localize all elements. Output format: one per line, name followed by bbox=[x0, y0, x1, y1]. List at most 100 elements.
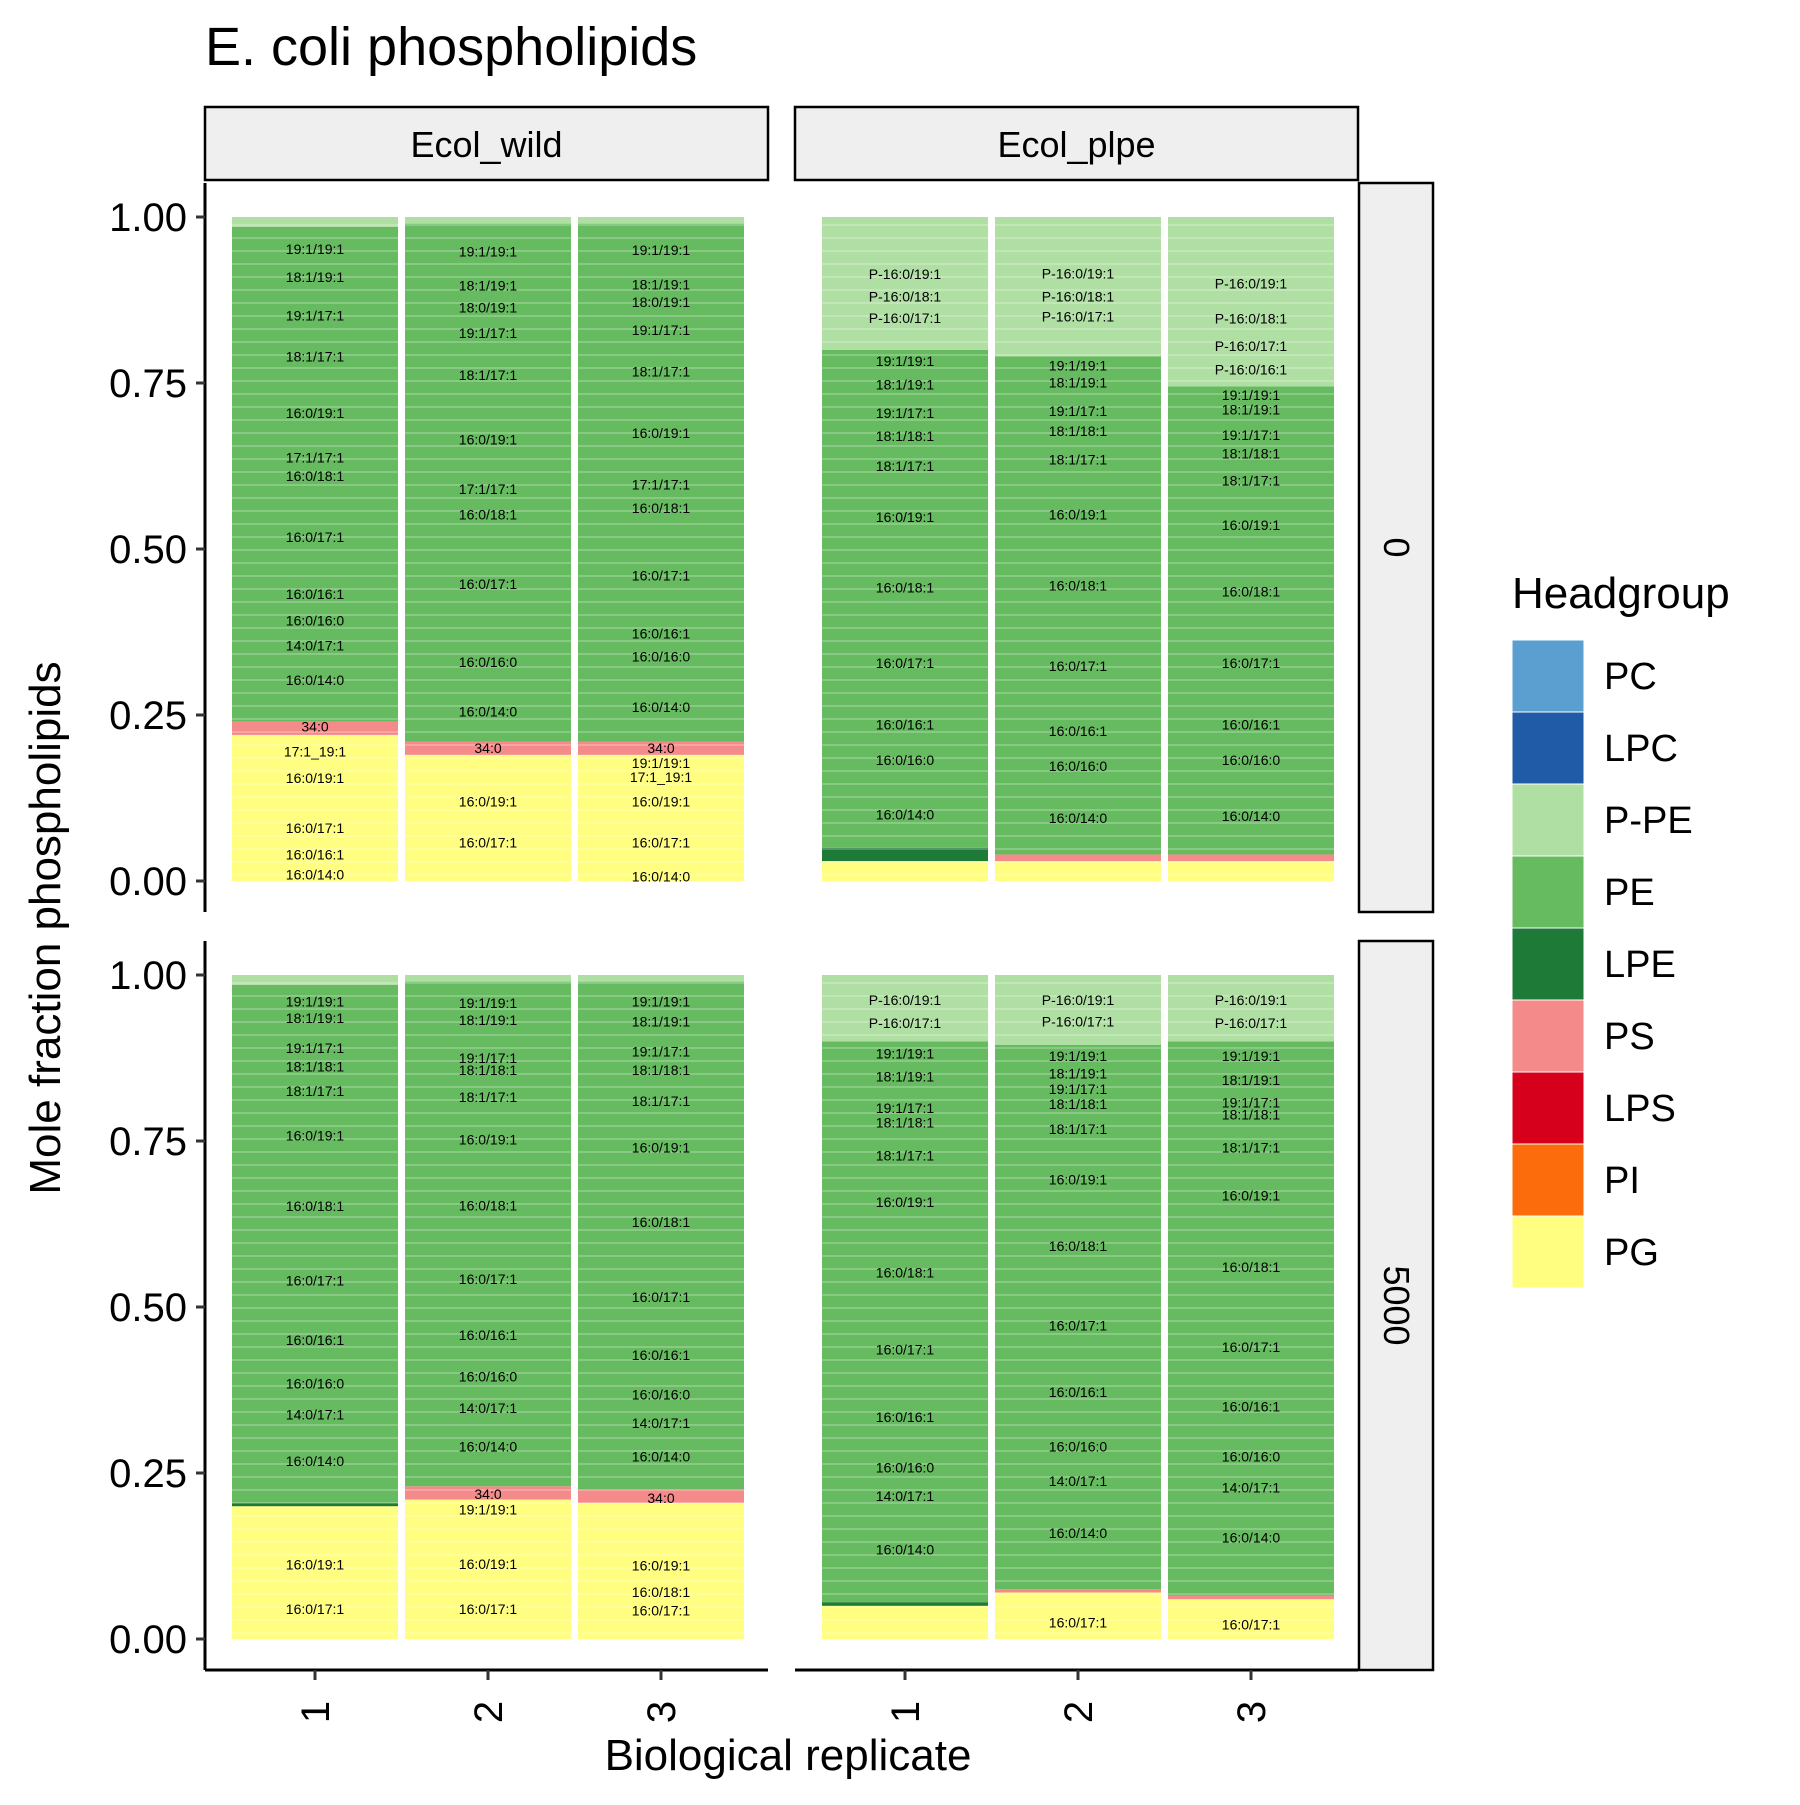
legend-label: LPE bbox=[1604, 944, 1676, 986]
bar-segment-PG bbox=[578, 1502, 744, 1639]
bar-data-label: 19:1/17:1 bbox=[459, 325, 518, 341]
facet-strip-Ecol_wild bbox=[203, 105, 770, 182]
bar-segment-PG bbox=[405, 754, 571, 881]
bar-segment-P-PE bbox=[405, 975, 571, 982]
bar-data-label: 16:0/19:1 bbox=[1049, 506, 1108, 522]
bar-data-label: 18:1/17:1 bbox=[286, 348, 345, 364]
bar-data-label: P-16:0/18:1 bbox=[1042, 289, 1115, 305]
bar-data-label: 16:0/19:1 bbox=[876, 1194, 935, 1210]
bar-data-label: 19:1/17:1 bbox=[1222, 427, 1281, 443]
bar-data-label: 16:0/16:1 bbox=[1049, 1384, 1108, 1400]
bar-data-label: P-16:0/17:1 bbox=[1042, 309, 1115, 325]
bar-data-label: 16:0/14:0 bbox=[459, 1438, 518, 1454]
x-tick-label: 3 bbox=[640, 1701, 684, 1723]
bar-segment-LPE bbox=[232, 1502, 398, 1507]
legend-label: LPC bbox=[1604, 728, 1678, 770]
bar-data-label: 16:0/16:1 bbox=[1222, 1399, 1281, 1415]
bar-segment-P-PE bbox=[578, 975, 744, 982]
bar-data-label: 18:1/19:1 bbox=[876, 376, 935, 392]
bar-data-label: 16:0/14:0 bbox=[1049, 1525, 1108, 1541]
bar-data-label: 14:0/17:1 bbox=[286, 637, 345, 653]
bar-data-label: 16:0/14:0 bbox=[459, 704, 518, 720]
bar-data-label: 19:1/17:1 bbox=[1049, 403, 1108, 419]
bar-data-label: P-16:0/18:1 bbox=[1215, 311, 1288, 327]
bar-data-label: 19:1/19:1 bbox=[632, 755, 691, 771]
bar-data-label: 16:0/14:0 bbox=[876, 1541, 935, 1557]
bar-segment-PS bbox=[578, 741, 744, 755]
legend-label: PC bbox=[1604, 656, 1657, 698]
bar-data-label: 16:0/17:1 bbox=[286, 1601, 345, 1617]
panel-Ecol_wild-5000: 16:0/17:1 16:0/19:1 16:0/14:0 14:0/17:1 16:0… bbox=[232, 975, 744, 1639]
bar-data-label: 17:1/17:1 bbox=[632, 477, 691, 493]
bar-segment-PS bbox=[578, 1489, 744, 1503]
bar-data-label: 16:0/18:1 bbox=[286, 1198, 345, 1214]
bar-data-label: 19:1/19:1 bbox=[1049, 358, 1108, 374]
y-tick-label: 0.25 bbox=[109, 1452, 187, 1496]
y-tick-label: 0.00 bbox=[109, 1618, 187, 1662]
facet-strip-label: Ecol_wild bbox=[410, 124, 562, 165]
bar-data-label: 16:0/16:0 bbox=[1222, 1448, 1281, 1464]
facet-row-strip-5000 bbox=[1357, 939, 1435, 1672]
bar-data-label: 16:0/19:1 bbox=[632, 1557, 691, 1573]
bar-data-label: P-16:0/19:1 bbox=[869, 266, 942, 282]
chart-title: E. coli phospholipids bbox=[205, 17, 697, 77]
bar-data-label: 16:0/19:1 bbox=[876, 509, 935, 525]
bar-data-label: 18:1/18:1 bbox=[459, 1062, 518, 1078]
bar-segment-PS bbox=[995, 1589, 1161, 1593]
y-tick-label: 0.50 bbox=[109, 1286, 187, 1330]
bar-segment-PE bbox=[822, 1041, 988, 1603]
bar-data-label: 14:0/17:1 bbox=[286, 1407, 345, 1423]
x-tick-label: 2 bbox=[467, 1701, 511, 1723]
bar-data-label: 16:0/17:1 bbox=[632, 1289, 691, 1305]
bar-segment-PE bbox=[578, 981, 744, 1490]
bar-data-label: 16:0/18:1 bbox=[632, 1584, 691, 1600]
bar-segment-PS bbox=[995, 854, 1161, 862]
bar-data-label: 16:0/19:1 bbox=[632, 425, 691, 441]
bar-data-label: 18:1/18:1 bbox=[876, 428, 935, 444]
bar-data-label: 19:1/17:1 bbox=[1222, 1094, 1281, 1110]
bar-data-label: 18:1/18:1 bbox=[632, 1062, 691, 1078]
bar-segment-PE bbox=[995, 1044, 1161, 1590]
bar-segment-PG bbox=[995, 861, 1161, 881]
bar-data-label: 16:0/17:1 bbox=[632, 1602, 691, 1618]
bar-data-label: 16:0/19:1 bbox=[632, 793, 691, 809]
y-axis-label: Mole fraction phospholipids bbox=[21, 661, 70, 1194]
facet-row-strip-0 bbox=[1357, 181, 1435, 914]
bar-data-label: 19:1/19:1 bbox=[459, 1502, 518, 1518]
x-tick-label: 2 bbox=[1057, 1701, 1101, 1723]
bar-data-label: 14:0/17:1 bbox=[1222, 1480, 1281, 1496]
bar-segment-P-PE bbox=[1168, 975, 1334, 1042]
bar-data-label: 18:1/18:1 bbox=[1049, 1096, 1108, 1112]
y-tick-label: 0.75 bbox=[109, 1120, 187, 1164]
bar-data-label: 16:0/16:0 bbox=[1049, 1438, 1108, 1454]
bar-data-label: 18:1/18:1 bbox=[286, 1059, 345, 1075]
bar-segment-PE bbox=[1168, 386, 1334, 855]
bar-data-label: 19:1/19:1 bbox=[876, 1045, 935, 1061]
bar-data-label: 16:0/19:1 bbox=[459, 431, 518, 447]
bar-data-label: 16:0/14:0 bbox=[632, 1448, 691, 1464]
bar-data-label: 16:0/19:1 bbox=[286, 405, 345, 421]
bar-data-label: 17:1/17:1 bbox=[286, 449, 345, 465]
legend-swatch-LPS bbox=[1511, 1071, 1585, 1145]
bar-data-label: 16:0/14:0 bbox=[632, 699, 691, 715]
bar-data-label: 16:0/17:1 bbox=[1049, 658, 1108, 674]
y-tick-label: 1.00 bbox=[109, 954, 187, 998]
bar-data-label: 16:0/19:1 bbox=[459, 793, 518, 809]
bar-data-label: 16:0/18:1 bbox=[876, 1264, 935, 1280]
bar-data-label: P-16:0/19:1 bbox=[1042, 265, 1115, 281]
bar-data-label: 34:0 bbox=[301, 718, 328, 734]
bar-data-label: 34:0 bbox=[474, 740, 501, 756]
bar-segment-P-PE bbox=[1168, 217, 1334, 387]
bar-data-label: 16:0/16:1 bbox=[1049, 723, 1108, 739]
bar-data-label: 18:1/19:1 bbox=[632, 1013, 691, 1029]
bar-data-label: 19:1/17:1 bbox=[459, 1050, 518, 1066]
legend-swatch-PC bbox=[1511, 639, 1585, 713]
legend-swatch-PI bbox=[1511, 1143, 1585, 1217]
bar-data-label: 16:0/17:1 bbox=[459, 834, 518, 850]
legend: Headgroup PC LPC P-PE PE LPE PS LPS PI PG bbox=[1511, 569, 1730, 1289]
bar-data-label: 18:1/19:1 bbox=[459, 1012, 518, 1028]
bar-data-label: 17:1_19:1 bbox=[284, 744, 346, 760]
bar-data-label: 16:0/19:1 bbox=[459, 1556, 518, 1572]
